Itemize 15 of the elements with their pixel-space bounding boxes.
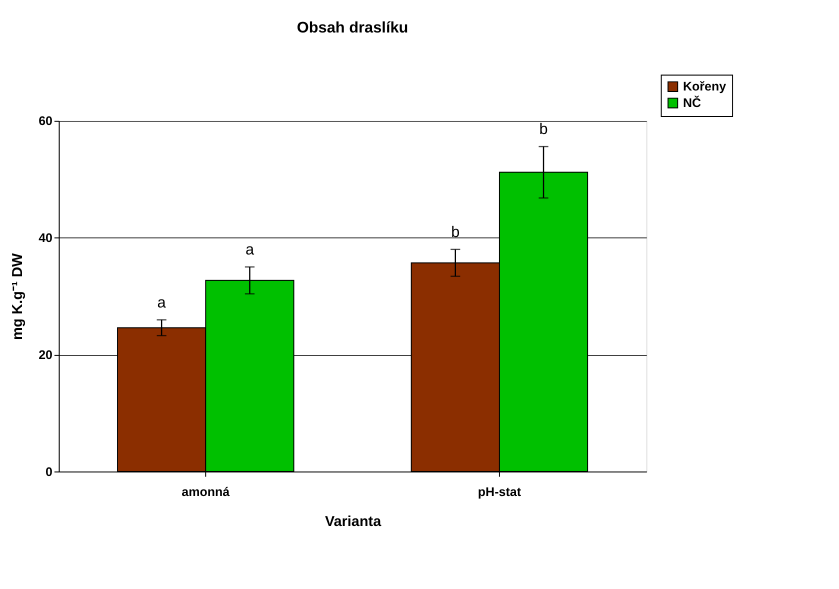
- legend-label: Kořeny: [682, 80, 726, 94]
- chart-title: Obsah draslíku: [296, 20, 408, 37]
- annotation: a: [157, 294, 166, 312]
- legend-label: NČ: [682, 94, 702, 110]
- x-axis-title: Varianta: [324, 514, 382, 530]
- x-tick-label: amonná: [182, 485, 230, 500]
- annotation: a: [245, 241, 254, 258]
- y-tick-label: 20: [38, 348, 53, 362]
- y-tick-label: 60: [38, 114, 53, 128]
- annotation: b: [539, 121, 548, 138]
- y-tick-label: 0: [46, 464, 53, 479]
- annotation: b: [451, 224, 460, 241]
- x-tick-label: pH-stat: [478, 485, 522, 500]
- y-axis-title: mg K.g⁻¹ DW: [10, 252, 26, 340]
- y-tick-label: 40: [38, 231, 53, 246]
